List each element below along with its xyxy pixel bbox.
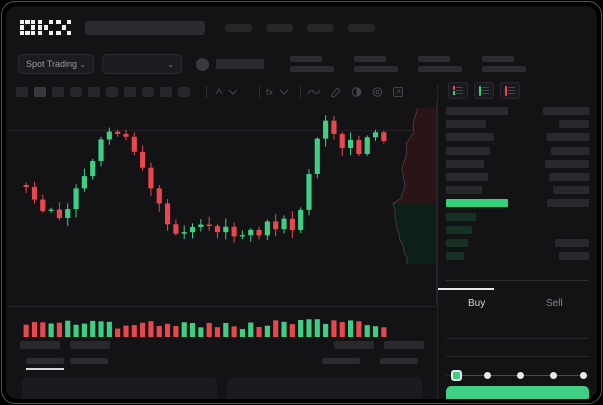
svg-text:fx: fx xyxy=(266,87,274,97)
